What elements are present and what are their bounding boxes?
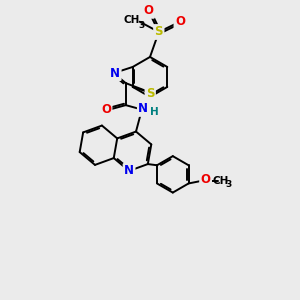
Text: O: O: [201, 173, 211, 186]
Text: N: N: [124, 164, 134, 177]
Text: O: O: [101, 103, 111, 116]
Text: S: S: [154, 26, 163, 38]
Text: 3: 3: [138, 21, 144, 30]
Text: CH: CH: [123, 15, 140, 25]
Text: O: O: [175, 15, 185, 28]
Text: S: S: [146, 87, 154, 100]
Text: O: O: [143, 4, 154, 17]
Text: N: N: [110, 67, 120, 80]
Text: CH: CH: [212, 176, 229, 185]
Text: N: N: [138, 103, 148, 116]
Text: H: H: [150, 107, 159, 118]
Text: 3: 3: [225, 180, 232, 189]
